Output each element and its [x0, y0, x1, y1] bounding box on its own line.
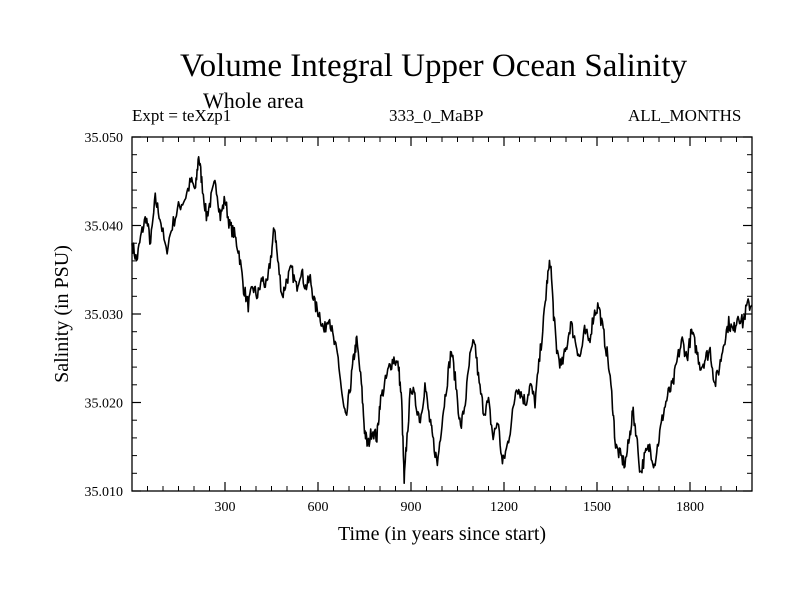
x-tick-label: 1800: [676, 500, 704, 515]
y-tick-label: 35.050: [85, 131, 124, 146]
run-id-label: 333_0_MaBP: [389, 106, 484, 125]
y-axis-label: Salinity (in PSU): [51, 245, 73, 383]
x-axis-label: Time (in years since start): [338, 523, 546, 545]
x-tick-label: 1500: [583, 500, 611, 515]
x-tick-label: 900: [401, 500, 422, 515]
salinity-series-line: [131, 156, 753, 485]
chart-subtitle: Whole area: [203, 88, 304, 113]
experiment-label: Expt = teXzp1: [132, 106, 232, 125]
chart-title: Volume Integral Upper Ocean Salinity: [180, 48, 688, 84]
plot-frame: [131, 136, 753, 492]
axis-tick-labels: 300 600 900 1200 1500 1800 35.010 35.020 35.030 3…: [85, 131, 705, 515]
y-tick-label: 35.020: [85, 397, 124, 412]
y-tick-label: 35.040: [85, 220, 124, 235]
x-tick-label: 300: [215, 500, 236, 515]
x-tick-label: 600: [308, 500, 329, 515]
months-label: ALL_MONTHS: [628, 106, 742, 125]
y-tick-label: 35.030: [85, 308, 124, 323]
y-tick-label: 35.010: [85, 485, 124, 500]
x-tick-label: 1200: [490, 500, 518, 515]
axis-ticks: [132, 136, 752, 492]
